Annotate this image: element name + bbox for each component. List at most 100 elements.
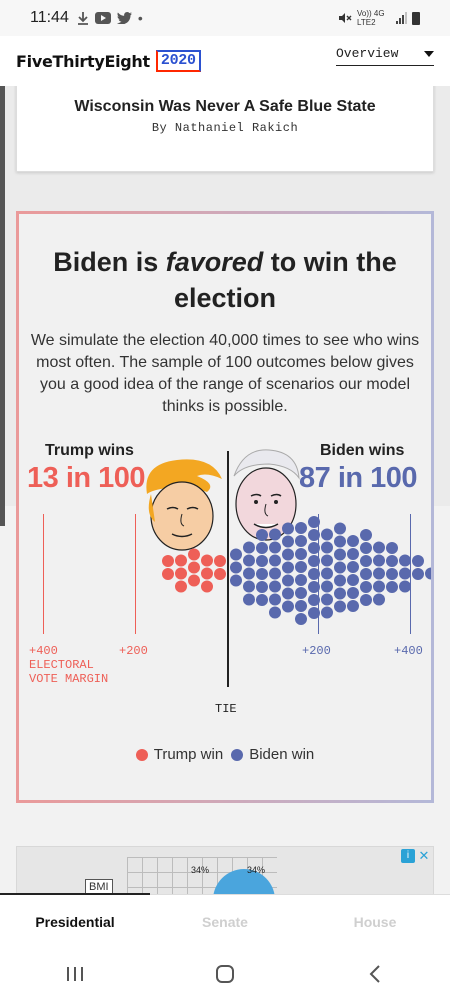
trump-outcome-dot <box>162 568 174 580</box>
biden-outcome-dot <box>347 561 359 573</box>
tick-left-400 <box>43 514 44 634</box>
home-icon[interactable] <box>205 959 245 989</box>
trump-outcome-dot <box>188 561 200 574</box>
dot-icon: • <box>137 10 143 26</box>
biden-outcome-dot <box>412 555 424 567</box>
biden-outcome-dot <box>269 541 281 554</box>
biden-odds: 87 in 100 <box>299 462 418 494</box>
biden-outcome-dot <box>373 593 385 606</box>
biden-outcome-dot <box>243 593 255 606</box>
close-icon[interactable]: ✕ <box>418 848 430 863</box>
logo-text: FiveThirtyEight <box>16 51 150 71</box>
advertisement[interactable]: 34% 34% BMI i ✕ <box>16 846 434 894</box>
biden-outcome-dot <box>399 554 411 567</box>
biden-outcome-dot <box>308 594 320 606</box>
biden-outcome-dot <box>347 587 359 599</box>
biden-outcome-dot <box>269 554 281 567</box>
biden-outcome-dot <box>308 568 320 580</box>
status-time: 11:44 <box>30 9 69 26</box>
chart-legend: Trump win Biden win <box>19 746 431 763</box>
battery-icon <box>412 11 420 25</box>
biden-outcome-dot <box>334 587 346 600</box>
tab-house[interactable]: House <box>353 914 397 930</box>
biden-outcome-dot <box>321 567 333 580</box>
biden-outcome-dot <box>282 535 294 548</box>
biden-face-illustration <box>233 449 300 541</box>
biden-outcome-dot <box>347 535 359 547</box>
biden-outcome-dot <box>282 574 294 587</box>
biden-outcome-dot <box>308 607 320 619</box>
biden-outcome-dot <box>399 580 411 593</box>
title-emphasis: favored <box>165 247 264 277</box>
trump-outcome-dot <box>188 574 200 587</box>
biden-outcome-dot <box>256 594 268 606</box>
info-icon[interactable]: i <box>401 849 415 863</box>
biden-outcome-dot <box>386 555 398 567</box>
biden-outcome-dot <box>295 535 307 547</box>
biden-outcome-dot <box>295 574 307 586</box>
biden-wins-label: Biden wins <box>320 442 405 459</box>
biden-dot-icon <box>231 748 244 761</box>
biden-outcome-dot <box>360 581 372 593</box>
mute-icon <box>339 13 352 23</box>
biden-outcome-dot <box>334 522 346 535</box>
forecast-description: We simulate the election 40,000 times to… <box>30 332 420 415</box>
notification-icons: • <box>77 10 143 26</box>
tab-senate[interactable]: Senate <box>202 914 248 930</box>
biden-outcome-dot <box>282 587 294 600</box>
biden-outcome-dot <box>373 554 385 567</box>
main-content[interactable]: Wisconsin Was Never A Safe Blue State By… <box>0 86 450 894</box>
biden-outcome-dot <box>308 529 320 541</box>
biden-outcome-dot <box>360 568 372 580</box>
back-icon[interactable] <box>355 959 395 989</box>
biden-outcome-dot <box>386 581 398 593</box>
biden-outcome-dot <box>269 606 281 619</box>
trump-outcome-dot <box>201 580 213 593</box>
biden-outcome-dot <box>308 542 320 554</box>
legend-biden-label: Biden win <box>249 746 315 763</box>
active-tab-indicator <box>0 893 150 895</box>
biden-outcome-dot <box>334 535 346 548</box>
biden-outcome-dot <box>230 561 242 574</box>
biden-outcome-dot <box>399 567 411 580</box>
biden-outcome-dot <box>295 522 307 534</box>
section-dropdown[interactable]: Overview <box>336 46 434 66</box>
biden-outcome-dot <box>243 554 255 567</box>
recent-apps-icon[interactable] <box>55 959 95 989</box>
tab-presidential[interactable]: Presidential <box>35 914 115 930</box>
biden-outcome-dot <box>282 548 294 561</box>
legend-trump: Trump win <box>135 746 223 763</box>
biden-outcome-dot <box>347 548 359 560</box>
biden-outcome-dot <box>334 574 346 587</box>
biden-outcome-dot <box>256 568 268 580</box>
trump-outcome-dot <box>214 555 226 567</box>
system-status: Vo)) 4G LTE2 <box>338 9 420 27</box>
biden-outcome-dot <box>308 581 320 593</box>
biden-outcome-dot <box>282 600 294 613</box>
trump-outcome-dot <box>162 555 174 567</box>
section-dropdown-label: Overview <box>336 46 399 61</box>
outcome-dot-plot <box>162 516 431 625</box>
biden-outcome-dot <box>282 522 294 535</box>
forecast-card: Biden is favored to win the election We … <box>16 211 434 803</box>
biden-outcome-dot <box>360 594 372 606</box>
trump-outcome-dot <box>175 567 187 580</box>
biden-outcome-dot <box>347 574 359 586</box>
trump-face-illustration <box>146 459 222 551</box>
trump-outcome-dot <box>188 548 200 561</box>
biden-outcome-dot <box>308 555 320 567</box>
biden-outcome-dot <box>230 548 242 561</box>
title-part: to win the election <box>173 247 397 313</box>
trump-dot-icon <box>135 748 148 761</box>
biden-outcome-dot <box>334 561 346 574</box>
site-logo[interactable]: FiveThirtyEight 2020 <box>16 50 201 72</box>
trump-odds: 13 in 100 <box>27 462 146 494</box>
biden-outcome-dot <box>256 542 268 554</box>
biden-outcome-dot <box>295 587 307 599</box>
biden-outcome-dot <box>282 561 294 574</box>
biden-outcome-dot <box>295 561 307 573</box>
article-card[interactable]: Wisconsin Was Never A Safe Blue State By… <box>16 86 434 172</box>
biden-outcome-dot <box>360 555 372 567</box>
tie-label: TIE <box>215 702 237 716</box>
biden-outcome-dot <box>321 593 333 606</box>
